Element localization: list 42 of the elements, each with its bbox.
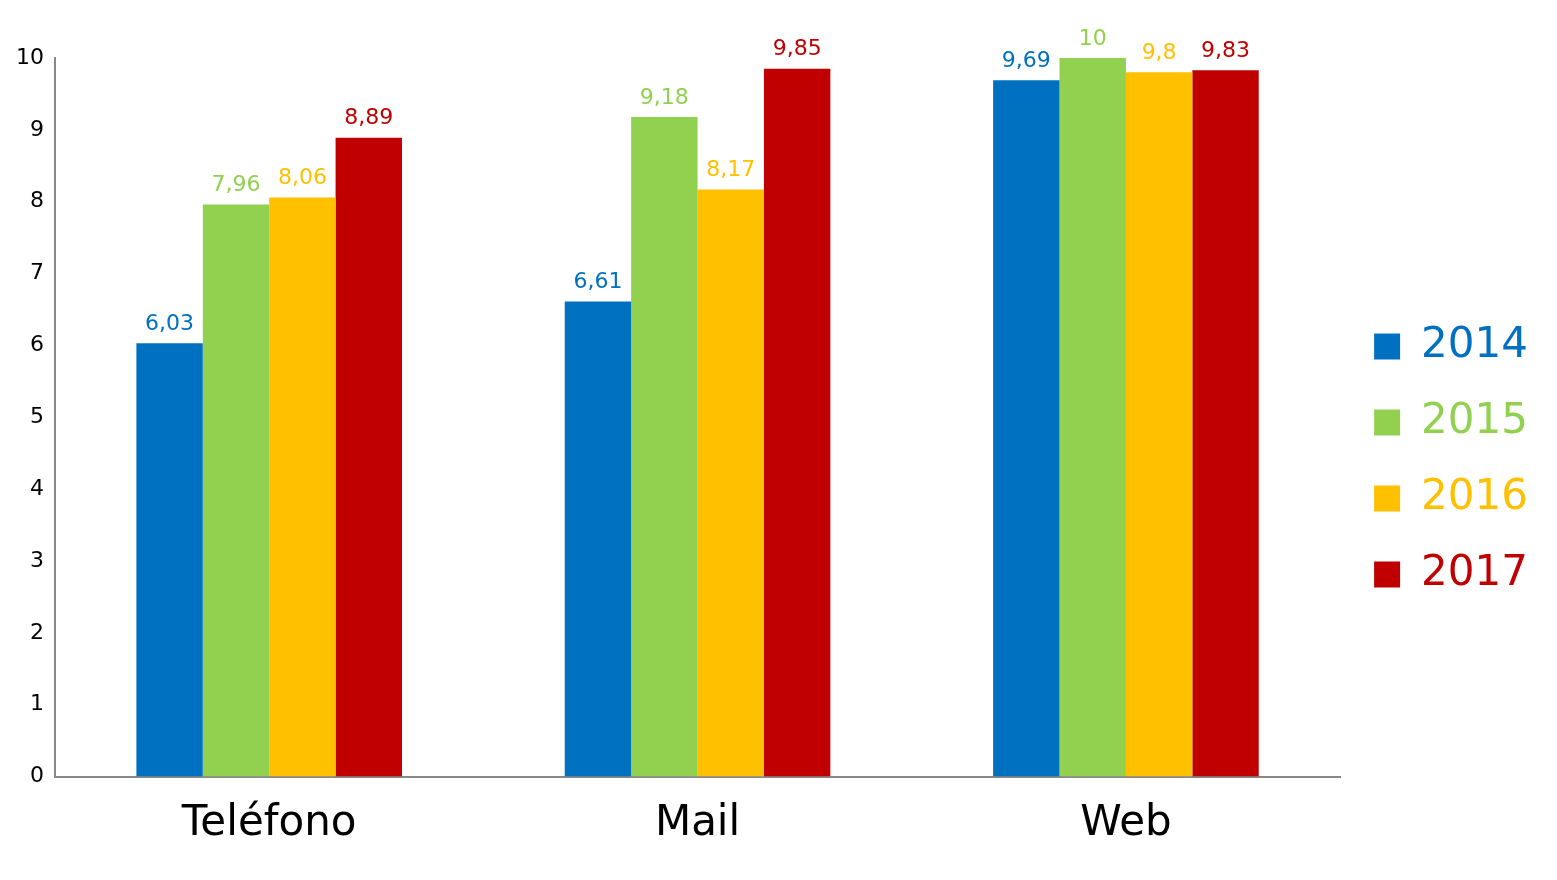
- data-label: 8,89: [344, 104, 394, 130]
- bar: [993, 80, 1060, 777]
- bar: [335, 137, 402, 777]
- data-label: 10: [1078, 24, 1107, 50]
- y-tick-label: 4: [29, 474, 44, 500]
- data-label: 6,61: [573, 268, 623, 294]
- y-tick-label: 9: [29, 115, 44, 141]
- data-label: 7,96: [211, 171, 261, 197]
- data-label: 9,85: [772, 35, 822, 61]
- legend-label: 2014: [1421, 318, 1528, 368]
- bar: [564, 301, 632, 777]
- bar: [1059, 58, 1126, 777]
- legend-label: 2016: [1421, 470, 1528, 520]
- data-label: 8,06: [277, 164, 327, 190]
- y-tick-label: 3: [29, 546, 44, 572]
- bar: [1192, 70, 1259, 777]
- data-label: 9,83: [1201, 36, 1251, 62]
- bar: [631, 116, 698, 777]
- y-tick-label: 7: [29, 259, 44, 285]
- x-tick-label: Teléfono: [180, 795, 357, 845]
- y-tick-label: 5: [29, 403, 44, 429]
- data-label: 9,18: [639, 83, 689, 109]
- legend-label: 2017: [1421, 546, 1528, 596]
- x-tick-label: Web: [1080, 795, 1172, 845]
- y-tick-label: 0: [29, 762, 44, 788]
- y-tick-label: 6: [29, 331, 44, 357]
- legend-label: 2015: [1421, 394, 1528, 444]
- y-tick-label: 1: [29, 690, 44, 716]
- data-label: 9,8: [1141, 39, 1177, 65]
- y-tick-label: 10: [15, 43, 44, 69]
- data-label: 8,17: [706, 156, 756, 182]
- y-tick-label: 8: [29, 187, 44, 213]
- data-label: 9,69: [1001, 47, 1051, 72]
- x-tick-label: Mail: [654, 795, 741, 845]
- y-tick-label: 2: [29, 618, 44, 644]
- bar: [136, 343, 203, 777]
- bar: [763, 68, 831, 777]
- bar: [1125, 72, 1193, 777]
- bar: [269, 197, 336, 777]
- bar: [202, 204, 270, 777]
- data-label: 6,03: [145, 310, 195, 335]
- bar: [697, 189, 764, 777]
